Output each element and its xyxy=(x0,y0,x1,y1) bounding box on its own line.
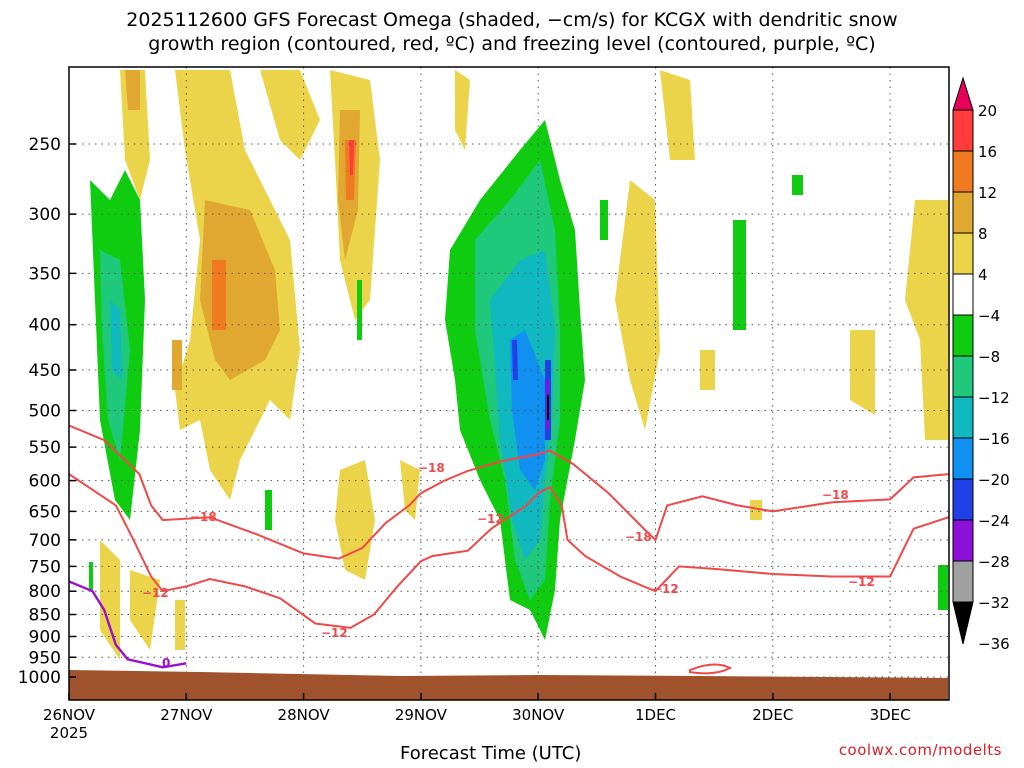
colorbar-label-6: −8 xyxy=(978,348,1000,366)
x-tick-label-0: 26NOV xyxy=(43,706,96,724)
x-tick-label-6: 2DEC xyxy=(752,706,793,724)
grid-lines xyxy=(69,67,949,700)
plot-frame xyxy=(68,66,950,701)
y-tick-label-1000: 1000 xyxy=(18,668,61,688)
colorbar-swatch-4 xyxy=(952,232,974,275)
contour-label-minus12-b: −12 xyxy=(321,626,348,640)
x-tick-label-2: 28NOV xyxy=(278,706,331,724)
contour-small-loop xyxy=(689,663,733,675)
colorbar-label-11: −28 xyxy=(978,553,1010,571)
colorbar-swatch-2 xyxy=(952,150,974,193)
colorbar-swatch-11 xyxy=(952,519,974,562)
colorbar-bottom-arrow xyxy=(952,601,974,645)
x-axis-title: Forecast Time (UTC) xyxy=(400,743,582,764)
contour-freezing-level xyxy=(69,580,187,669)
contour-label-minus12-e: −12 xyxy=(848,575,875,589)
colorbar-swatch-1 xyxy=(952,109,974,152)
colorbar-swatch-9 xyxy=(952,437,974,480)
y-tick-label-400: 400 xyxy=(29,316,61,336)
colorbar-label-12: −32 xyxy=(978,594,1010,612)
y-tick-label-700: 700 xyxy=(29,531,61,551)
y-tick-label-600: 600 xyxy=(29,472,61,492)
contour-label-minus18-d: −18 xyxy=(822,488,849,502)
colorbar-swatch-5 xyxy=(952,273,974,316)
colorbar-label-0: 20 xyxy=(978,102,997,120)
contour-label-minus18-a: −18 xyxy=(190,510,217,524)
x-tick-label-1: 27NOV xyxy=(160,706,213,724)
contour-label-minus18-b: −18 xyxy=(418,461,445,475)
colorbar-label-5: −4 xyxy=(978,307,1000,325)
colorbar-label-1: 16 xyxy=(978,143,997,161)
colorbar-label-2: 12 xyxy=(978,184,997,202)
y-tick-label-750: 750 xyxy=(29,557,61,577)
y-tick-label-900: 900 xyxy=(29,627,61,647)
contour-label-minus12-d: −12 xyxy=(652,582,679,596)
y-tick-label-500: 500 xyxy=(29,402,61,422)
credit-link[interactable]: coolwx.com/modelts xyxy=(838,741,1002,759)
contour-minus12 xyxy=(69,473,949,629)
contour-label-zero: 0 xyxy=(162,656,170,670)
contour-minus18 xyxy=(69,424,949,560)
chart-title-line1: 2025112600 GFS Forecast Omega (shaded, −… xyxy=(126,9,898,31)
colorbar-swatch-12 xyxy=(952,560,974,603)
omega-shading xyxy=(89,70,948,660)
y-tick-label-300: 300 xyxy=(29,205,61,225)
y-tick-label-800: 800 xyxy=(29,582,61,602)
x-tick-label-7: 3DEC xyxy=(870,706,911,724)
colorbar-label-10: −24 xyxy=(978,512,1010,530)
colorbar-label-8: −16 xyxy=(978,430,1010,448)
colorbar-swatch-3 xyxy=(952,191,974,234)
x-year-label: 2025 xyxy=(50,724,88,742)
y-tick-label-250: 250 xyxy=(29,135,61,155)
colorbar-swatch-7 xyxy=(952,355,974,398)
colorbar: 20 16 12 8 4 −4 −8 −12 −16 −20 −24 −28 −32 −36 xyxy=(952,76,1010,653)
x-tick-label-4: 30NOV xyxy=(512,706,565,724)
chart-title-line2: growth region (contoured, red, ºC) and f… xyxy=(148,33,876,55)
terrain xyxy=(69,670,948,700)
contour-label-minus12-c: −12 xyxy=(477,512,504,526)
x-tick-label-5: 1DEC xyxy=(635,706,676,724)
colorbar-top-arrow xyxy=(952,76,974,111)
colorbar-swatch-8 xyxy=(952,396,974,439)
y-tick-label-350: 350 xyxy=(29,264,61,284)
contour-label-minus18-c: −18 xyxy=(625,530,652,544)
colorbar-label-9: −20 xyxy=(978,471,1010,489)
y-tick-label-950: 950 xyxy=(29,648,61,668)
y-tick-label-650: 650 xyxy=(29,502,61,522)
x-tick-label-3: 29NOV xyxy=(395,706,448,724)
y-axis: 2503003504004505005506006507007508008509… xyxy=(18,135,76,688)
y-tick-label-450: 450 xyxy=(29,361,61,381)
y-tick-label-850: 850 xyxy=(29,606,61,626)
contour-label-minus12-a: −12 xyxy=(142,586,169,600)
colorbar-label-13: −36 xyxy=(978,635,1010,653)
x-axis: 26NOV 27NOV 28NOV 29NOV 30NOV 1DEC 2DEC 3DEC 202… xyxy=(43,693,911,742)
colorbar-swatch-10 xyxy=(952,478,974,521)
colorbar-label-4: 4 xyxy=(978,266,988,284)
colorbar-swatch-6 xyxy=(952,314,974,357)
y-tick-label-550: 550 xyxy=(29,438,61,458)
colorbar-label-7: −12 xyxy=(978,389,1010,407)
colorbar-label-3: 8 xyxy=(978,225,988,243)
